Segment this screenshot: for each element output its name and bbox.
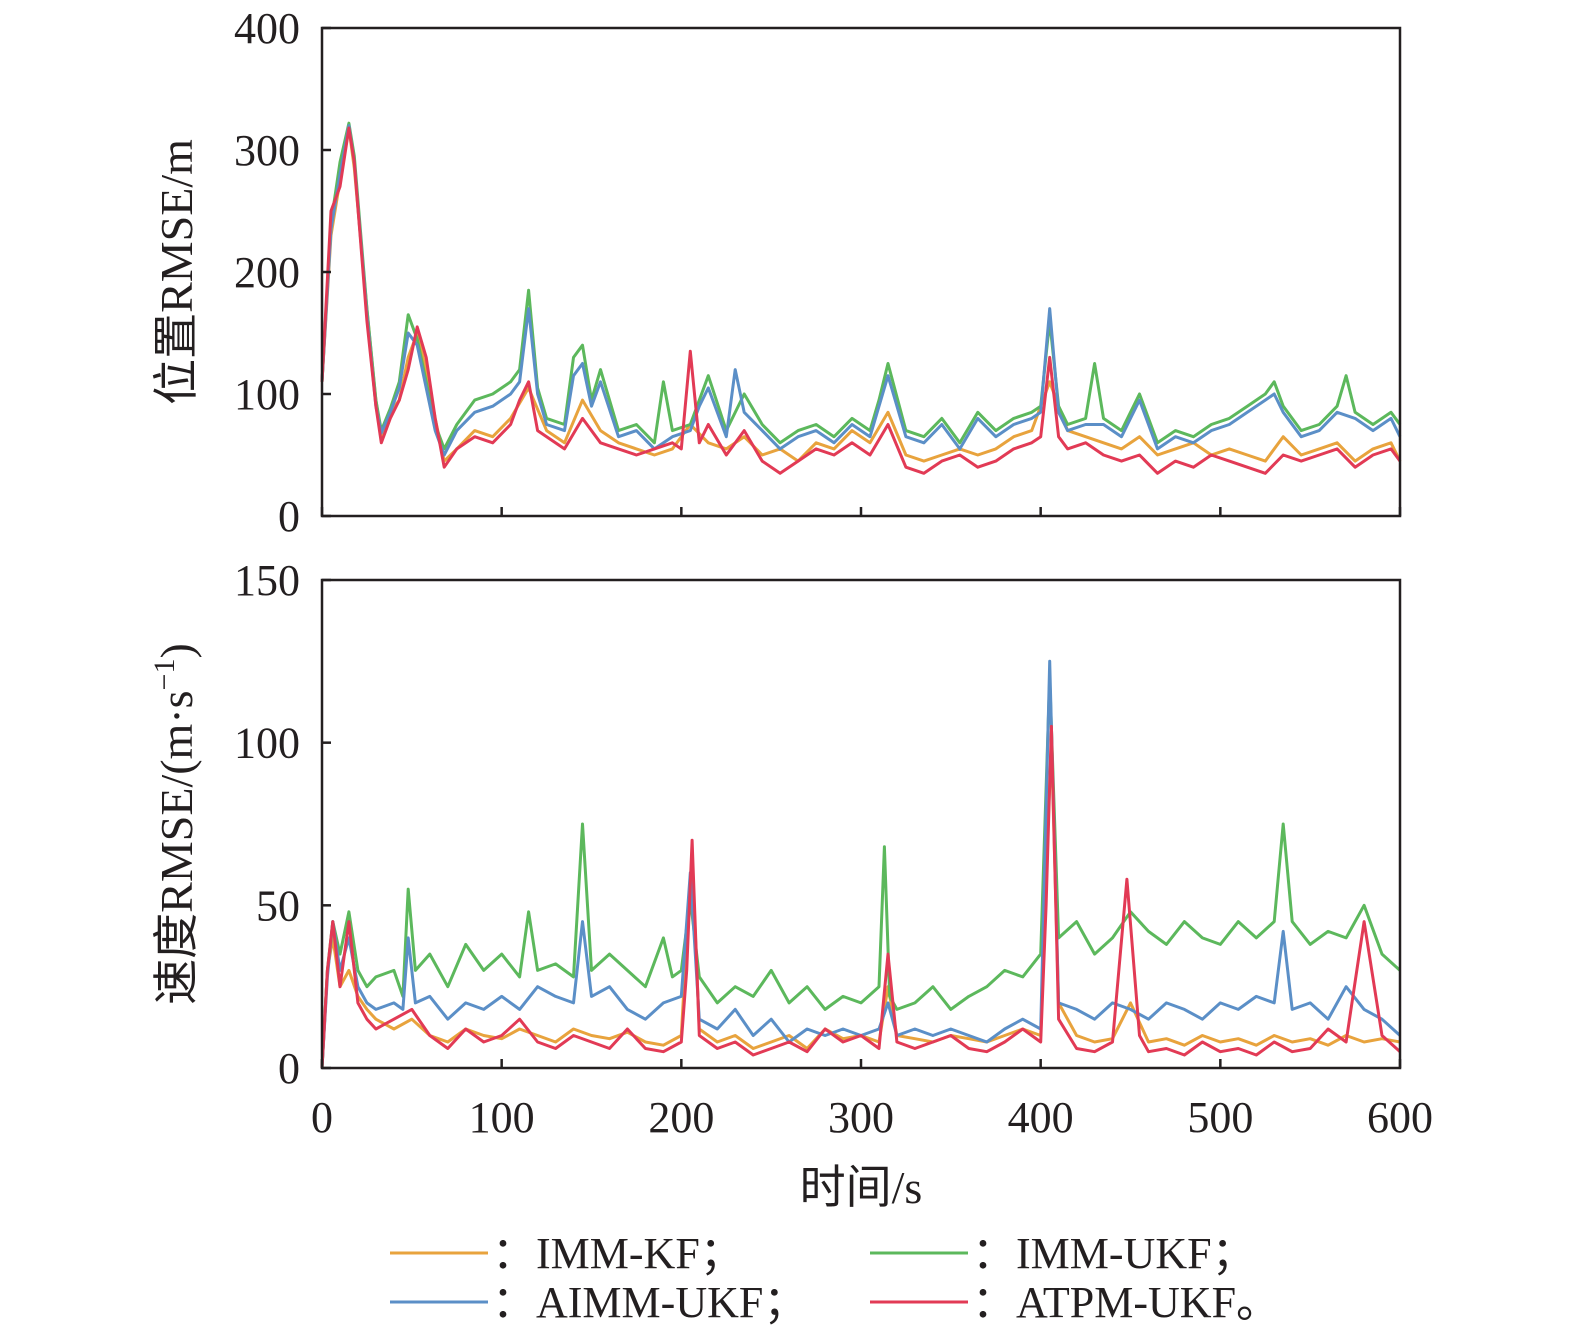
velocity-plot-frame xyxy=(320,578,1402,1070)
position-plot-frame xyxy=(320,26,1402,518)
x-tick-label-500: 500 xyxy=(1187,1093,1253,1142)
legend-label-aimm-ukf: ：AIMM-UKF； xyxy=(492,1278,807,1327)
position-y-tick-label-200: 200 xyxy=(234,248,300,297)
position-y-tick-label-0: 0 xyxy=(278,492,300,541)
velocity-series-atpm-ukf xyxy=(320,724,1402,1069)
position-y-axis-label: 位置RMSE/m xyxy=(151,139,202,405)
velocity-series-imm-ukf xyxy=(320,676,1402,1069)
position-y-tick-label-300: 300 xyxy=(234,126,300,175)
x-tick-label-0: 0 xyxy=(311,1093,333,1142)
velocity-y-tick-label-50: 50 xyxy=(256,881,300,930)
velocity-rmse-panel: 0 50 100 150 0 100 200 300 400 500 600 速度RMSE/(m·s… xyxy=(148,556,1433,1213)
velocity-y-axis-label-main: 速度RMSE/(m·s xyxy=(151,690,202,1004)
velocity-series-imm-kf xyxy=(320,741,1401,1069)
velocity-y-axis-label: 速度RMSE/(m·s−1) xyxy=(148,643,202,1005)
position-series-imm-ukf xyxy=(320,121,1402,451)
position-y-tick-label-100: 100 xyxy=(234,370,300,419)
velocity-series-aimm-ukf xyxy=(320,659,1402,1069)
velocity-y-axis-label-close: ) xyxy=(151,643,202,658)
velocity-y-tick-label-0: 0 xyxy=(278,1044,300,1093)
x-tick-label-200: 200 xyxy=(648,1093,714,1142)
legend-label-imm-kf: ：IMM-KF； xyxy=(492,1229,744,1278)
position-rmse-panel: 0 100 200 300 400 位置RMSE/m xyxy=(151,4,1402,541)
velocity-y-tick-label-100: 100 xyxy=(234,719,300,768)
position-series-atpm-ukf xyxy=(320,126,1402,475)
x-tick-label-600: 600 xyxy=(1367,1093,1433,1142)
velocity-y-axis-label-sup: −1 xyxy=(148,659,181,691)
legend-label-imm-ukf: ：IMM-UKF； xyxy=(972,1229,1256,1278)
legend: ：IMM-KF； ：IMM-UKF； ：AIMM-UKF； ：ATPM-UKF。 xyxy=(390,1229,1280,1327)
position-y-tick-label-400: 400 xyxy=(234,4,300,53)
x-tick-label-100: 100 xyxy=(469,1093,535,1142)
x-tick-label-400: 400 xyxy=(1008,1093,1074,1142)
legend-label-atpm-ukf: ：ATPM-UKF。 xyxy=(972,1278,1280,1327)
x-tick-label-300: 300 xyxy=(828,1093,894,1142)
velocity-y-tick-label-150: 150 xyxy=(234,556,300,605)
x-axis-label: 时间/s xyxy=(800,1162,923,1213)
position-series-aimm-ukf xyxy=(320,124,1402,457)
